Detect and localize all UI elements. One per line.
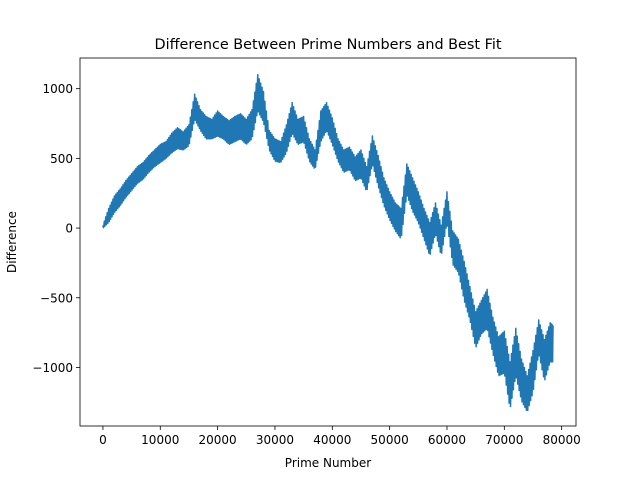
y-axis: −1000 −500 0 500 1000: [32, 82, 80, 375]
x-axis: 0 10000 20000 30000 40000 50000 60000 70000 8000…: [99, 426, 581, 447]
plot-area: [102, 73, 554, 412]
y-tick-label: 1000: [42, 82, 73, 96]
x-tick-label: 50000: [371, 433, 409, 447]
axes-frame: [79, 57, 577, 427]
y-tick-label: −500: [40, 291, 73, 305]
x-tick-label: 60000: [428, 433, 466, 447]
x-tick-label: 10000: [141, 433, 179, 447]
x-axis-label: Prime Number: [285, 456, 371, 470]
y-tick-label: −1000: [32, 361, 73, 375]
chart-title: Difference Between Prime Numbers and Bes…: [155, 37, 502, 53]
y-axis-label: Difference: [5, 211, 19, 273]
y-tick-label: 500: [50, 152, 73, 166]
x-tick-label: 80000: [543, 433, 581, 447]
x-tick-label: 20000: [199, 433, 237, 447]
x-tick-label: 0: [99, 433, 107, 447]
series-line-0: [102, 73, 554, 412]
y-tick-label: 0: [65, 222, 73, 236]
x-tick-label: 30000: [256, 433, 294, 447]
x-tick-label: 70000: [485, 433, 523, 447]
x-tick-label: 40000: [313, 433, 351, 447]
